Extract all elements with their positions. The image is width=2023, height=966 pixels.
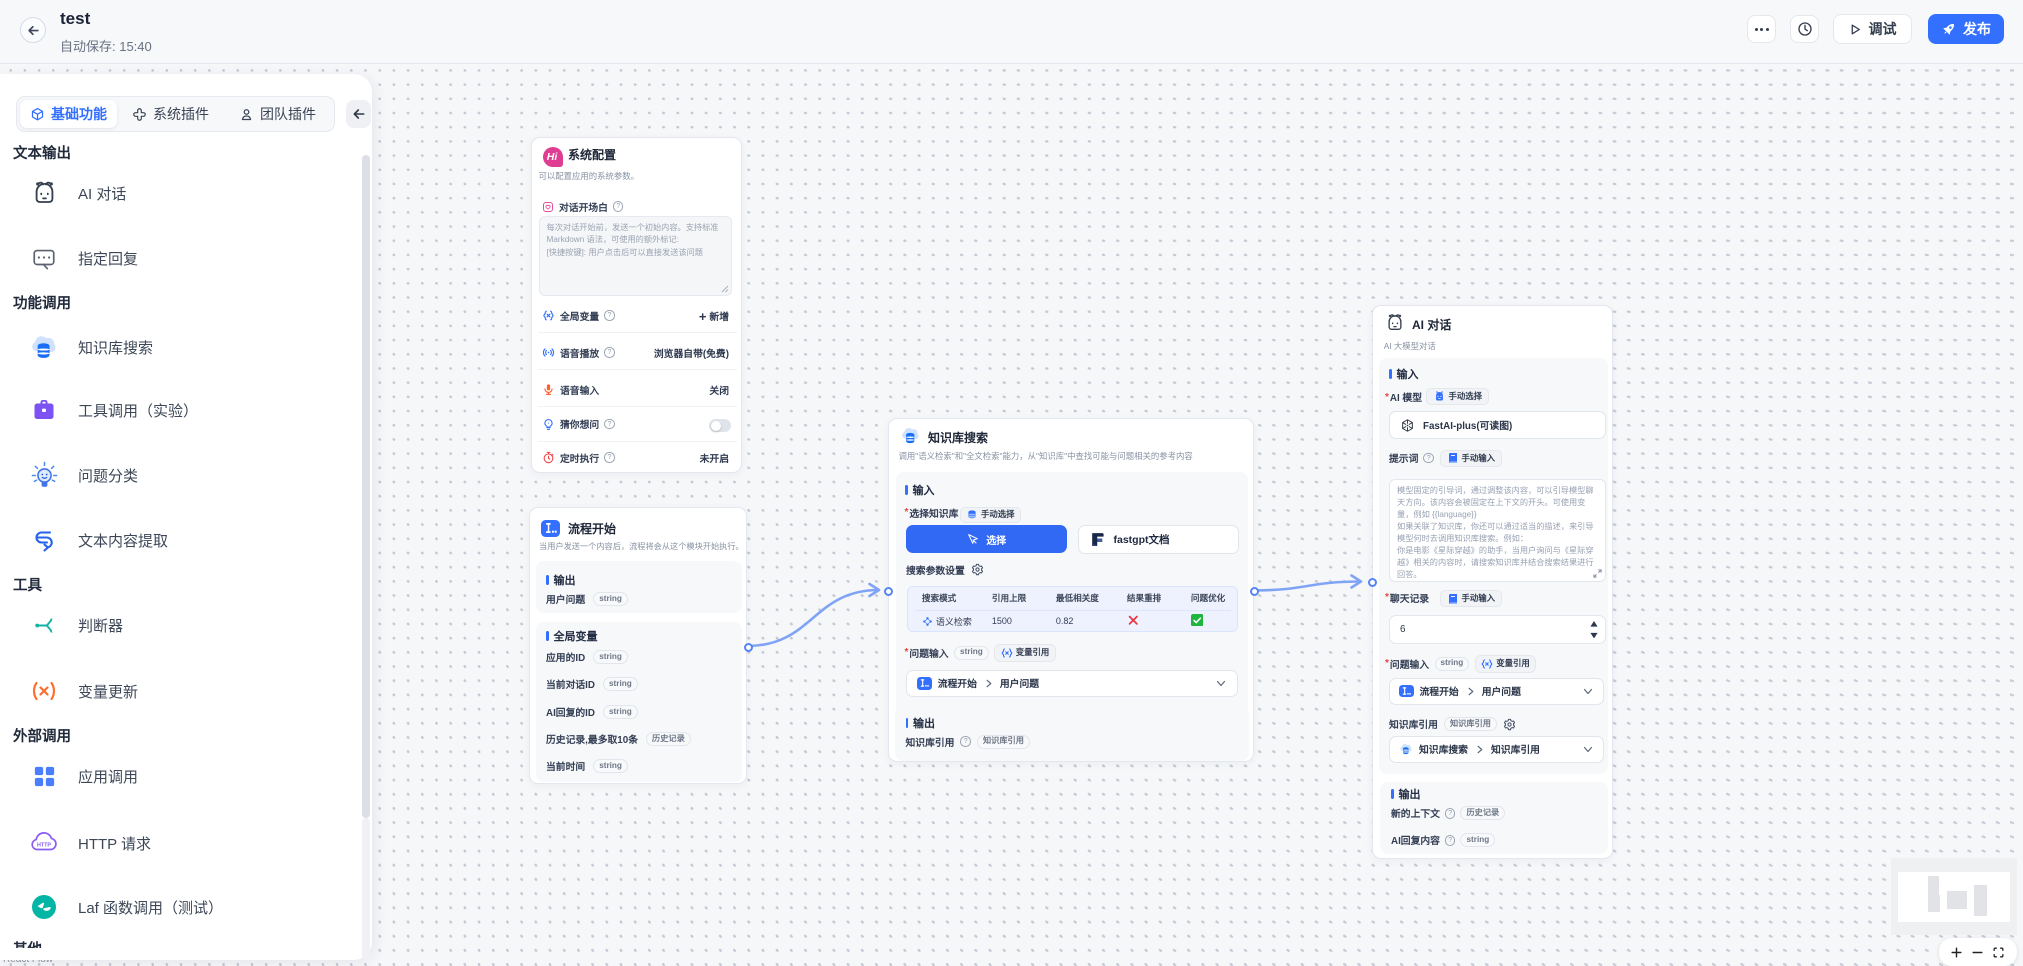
- svg-text:HTTP: HTTP: [37, 842, 51, 848]
